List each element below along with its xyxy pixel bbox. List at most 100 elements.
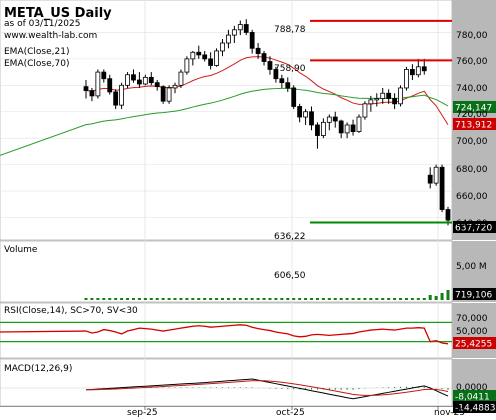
volume-last-tag-bg xyxy=(453,288,496,300)
candle-body xyxy=(166,87,172,102)
close-last-tag: 637,720 xyxy=(455,224,492,234)
volume-bar xyxy=(351,298,355,300)
volume-bar xyxy=(416,298,420,300)
candle-body xyxy=(249,32,255,49)
volume-bar xyxy=(315,298,319,300)
price-tick-740: 740,00 xyxy=(456,84,488,94)
ema21-last-tag: 713,912 xyxy=(455,121,492,131)
candle-body xyxy=(344,124,350,134)
candle-body xyxy=(320,121,326,136)
candle-body xyxy=(231,29,237,36)
candle-body xyxy=(184,58,190,73)
ema70-last-tag: 724,147 xyxy=(455,104,492,114)
rsi-line xyxy=(0,324,449,345)
candle-body xyxy=(83,86,89,91)
volume-bar xyxy=(203,298,207,300)
volume-bar xyxy=(345,298,349,300)
volume-bar xyxy=(108,298,112,300)
candle-body xyxy=(427,174,433,184)
volume-bar xyxy=(292,298,296,300)
volume-bar xyxy=(238,298,242,300)
price-panel xyxy=(0,0,453,241)
volume-bar xyxy=(173,298,177,300)
ema21-label: EMA(Close,21) xyxy=(4,47,69,57)
candle-body xyxy=(137,79,142,85)
price-tick-780: 780,00 xyxy=(456,31,488,41)
volume-bar xyxy=(96,298,100,300)
volume-bar xyxy=(161,298,165,300)
x-label-nov-25: nov-25 xyxy=(434,408,465,418)
rsi-panel xyxy=(0,302,453,359)
volume-bar xyxy=(375,298,379,300)
volume-bar xyxy=(244,298,248,300)
volume-bar xyxy=(209,298,213,300)
macd-title: MACD(12,26,9) xyxy=(4,364,72,374)
macd-tick-0: 0,0000 xyxy=(456,383,488,393)
volume-bar xyxy=(369,298,373,300)
rsi-tick-50: 50,000 xyxy=(456,327,488,337)
price-tick-760: 760,00 xyxy=(456,57,488,67)
candle-body xyxy=(208,58,214,66)
site-label: www.wealth-lab.com xyxy=(4,31,97,41)
volume-bar xyxy=(399,298,403,300)
candle-body xyxy=(131,74,136,81)
price-candles xyxy=(83,19,451,226)
x-label-oct-25: oct-25 xyxy=(276,408,305,418)
gridlines xyxy=(0,0,452,410)
price-tick-660: 660,00 xyxy=(456,192,488,202)
volume-bar xyxy=(226,298,230,300)
candle-body xyxy=(421,66,427,72)
volume-bars xyxy=(84,290,450,300)
volume-peak-label: 606,50 xyxy=(274,271,306,281)
candle-body xyxy=(398,87,403,105)
candle-body xyxy=(285,82,291,89)
volume-bar xyxy=(428,295,432,300)
volume-bar xyxy=(393,298,397,300)
candle-body xyxy=(386,92,392,99)
candle-body xyxy=(267,61,273,70)
price-tick-640: 640,00 xyxy=(456,219,488,229)
volume-bar xyxy=(90,298,94,300)
volume-bar xyxy=(114,298,118,300)
axis-tags: 724,147 713,912 637,720 719,106 25,4255 -8,04… xyxy=(453,101,496,414)
macd-line xyxy=(85,378,449,400)
candle-body xyxy=(226,34,231,44)
candle-body xyxy=(326,116,332,123)
candle-body xyxy=(190,51,196,60)
volume-bar xyxy=(131,298,135,300)
candle-body xyxy=(202,54,208,60)
ema70-last-tag-bg xyxy=(453,101,496,113)
volume-title: Volume xyxy=(4,245,38,255)
ema21-line xyxy=(85,56,449,126)
rsi-title: RSI(Close,14), SC>70, SV<30 xyxy=(4,306,138,316)
candle-body xyxy=(273,69,279,80)
close-last-tag-bg xyxy=(453,221,496,233)
candle-body xyxy=(433,166,439,184)
price-tick-680: 680,00 xyxy=(456,165,488,175)
candle-body xyxy=(362,103,368,118)
candle-body xyxy=(374,98,380,101)
candle-body xyxy=(95,71,101,97)
ema21-last-tag-bg xyxy=(453,118,496,130)
chart-title: META_US Daily xyxy=(4,6,112,21)
volume-bar xyxy=(410,298,414,300)
price-tick-720: 720,00 xyxy=(456,110,488,120)
macd-signal-line xyxy=(85,380,449,396)
rsi-plot xyxy=(0,321,452,345)
level-label-758: 758,90 xyxy=(274,64,306,74)
candle-body xyxy=(101,71,107,80)
volume-bar xyxy=(422,298,426,300)
volume-bar xyxy=(440,293,444,300)
candle-body xyxy=(196,51,202,56)
candle-body xyxy=(214,50,219,66)
candle-body xyxy=(404,69,409,89)
candle-body xyxy=(178,71,184,86)
volume-bar xyxy=(268,298,272,300)
candle-body xyxy=(439,166,445,210)
volume-bar xyxy=(387,298,391,300)
level-label-636: 636,22 xyxy=(274,232,306,242)
volume-bar xyxy=(143,298,147,300)
volume-bar xyxy=(404,298,408,300)
volume-bar xyxy=(434,296,438,300)
